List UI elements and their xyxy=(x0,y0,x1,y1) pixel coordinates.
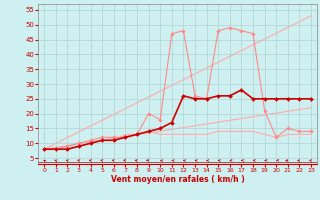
X-axis label: Vent moyen/en rafales ( km/h ): Vent moyen/en rafales ( km/h ) xyxy=(111,175,244,184)
